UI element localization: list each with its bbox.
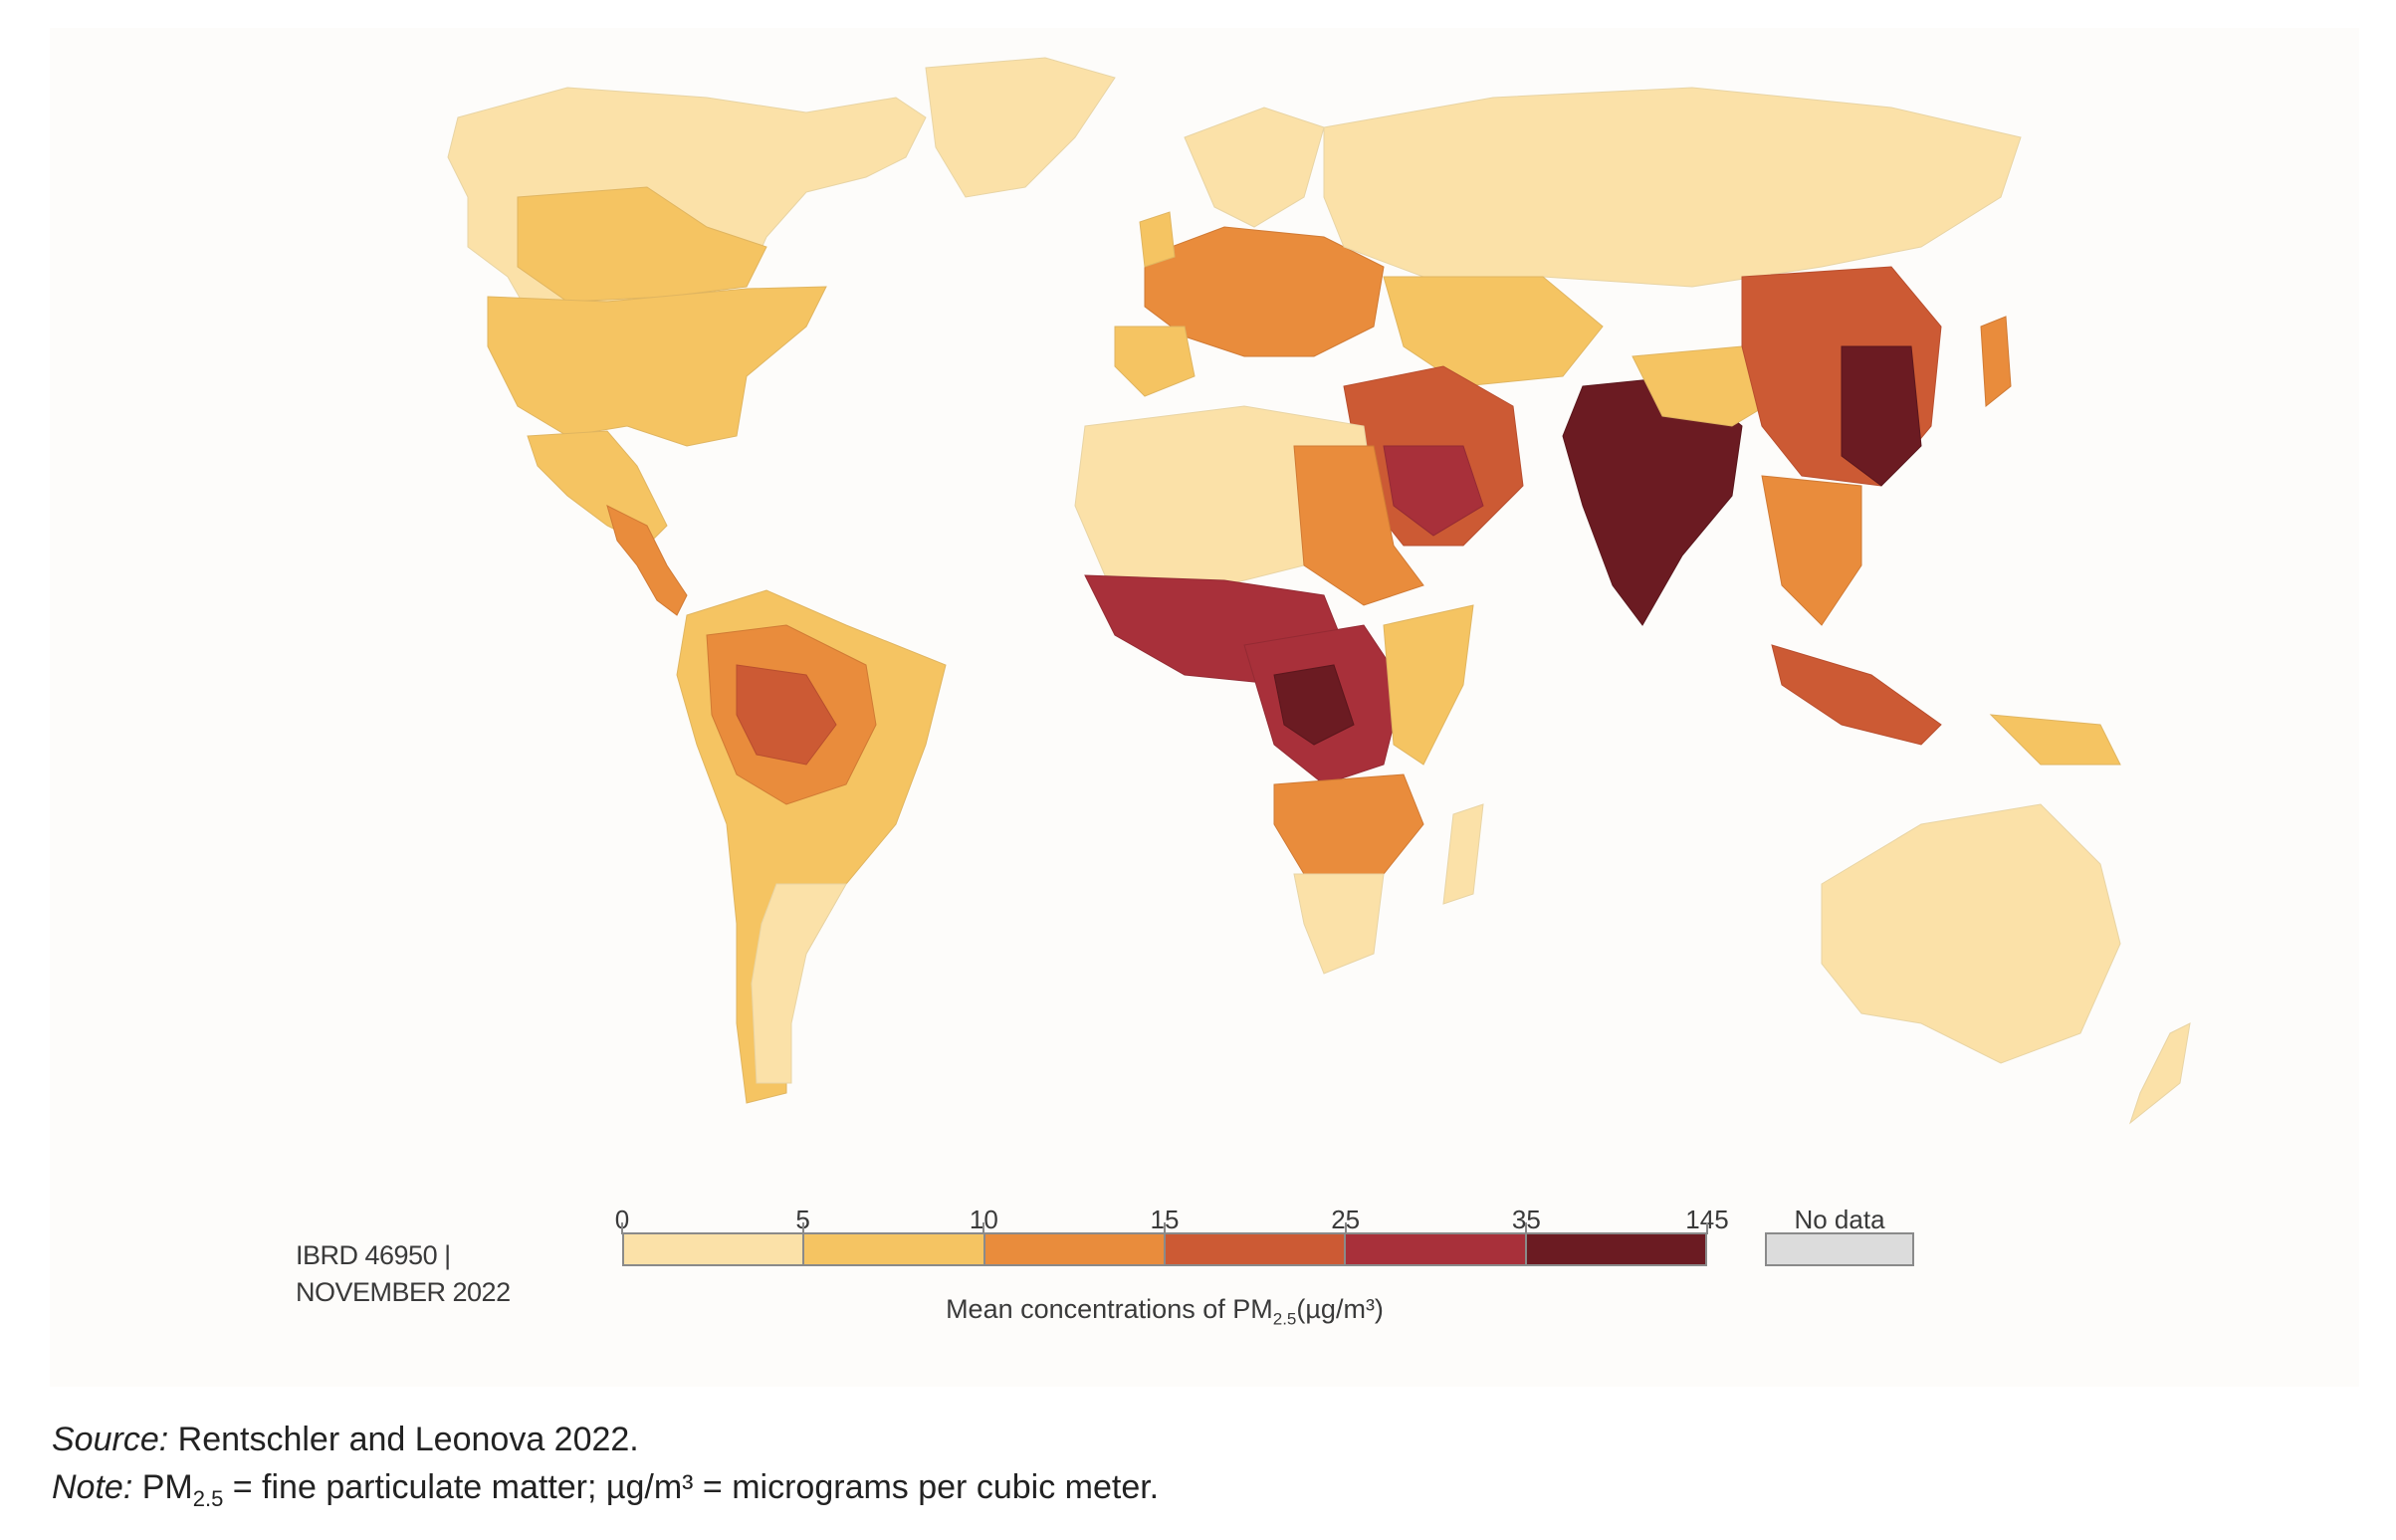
legend-tick-label: 5: [795, 1205, 810, 1234]
map-id-number: IBRD 46950 |: [296, 1240, 451, 1270]
oceania: [1821, 714, 2191, 1125]
greenland: [925, 57, 1116, 198]
legend-tick-mark: [1344, 1222, 1347, 1234]
arabia-core: [1383, 445, 1484, 537]
indonesia: [1771, 644, 1942, 746]
legend-tick-mark: [621, 1222, 623, 1234]
legend-tick-mark: [982, 1222, 985, 1234]
legend-swatch-3: [1165, 1234, 1347, 1264]
legend-color-bar: [622, 1232, 1707, 1266]
legend-swatch-2: [984, 1234, 1166, 1264]
note-text: = fine particulate matter; µg/m³ = micro…: [223, 1468, 1160, 1506]
legend-swatch-4: [1346, 1234, 1527, 1264]
map-identifier: IBRD 46950 | NOVEMBER 2022: [296, 1237, 511, 1311]
legend-no-data-label: No data: [1794, 1205, 1885, 1234]
legend-title-main: Mean concentrations of PM: [946, 1294, 1273, 1324]
tibet: [1632, 345, 1783, 427]
east-china: [1841, 345, 1922, 487]
asia: [1323, 87, 2022, 746]
map-panel: IBRD 46950 | NOVEMBER 2022: [50, 28, 2359, 1387]
europe-mainland: [1144, 226, 1385, 357]
scandinavia: [1184, 107, 1325, 228]
congo-basin: [1273, 664, 1355, 746]
map-id-date: NOVEMBER 2022: [296, 1277, 511, 1307]
source-label: Source:: [52, 1421, 169, 1458]
south-africa: [1293, 873, 1385, 975]
legend-swatch-5: [1526, 1234, 1705, 1264]
legend-title: Mean concentrations of PM2.5(µg/m³): [946, 1294, 1384, 1329]
note-line: Note: PM2.5 = fine particulate matter; µ…: [52, 1463, 1159, 1523]
note-pm-sub: 2.5: [192, 1485, 224, 1511]
world-map: [447, 57, 2191, 1125]
europe: [1114, 107, 1385, 397]
legend-tick-mark: [1525, 1222, 1528, 1234]
central-america: [606, 505, 688, 616]
new-guinea: [1989, 714, 2121, 766]
central-asia: [1383, 276, 1604, 387]
southern-cone: [751, 883, 847, 1084]
australia: [1821, 803, 2121, 1064]
south-america: [676, 589, 947, 1104]
africa: [1074, 405, 1484, 975]
legend-tick-label: 0: [614, 1205, 630, 1234]
russia: [1323, 87, 2022, 288]
legend-tick-mark: [1706, 1222, 1708, 1234]
legend-title-unit: (µg/m³): [1296, 1294, 1384, 1324]
legend-no-data-swatch: [1765, 1232, 1914, 1266]
british-isles: [1139, 211, 1176, 268]
japan: [1980, 316, 2012, 407]
legend-title-sub: 2.5: [1272, 1309, 1297, 1329]
legend-tick-mark: [1164, 1222, 1166, 1234]
usa: [487, 286, 827, 447]
canada-east: [517, 186, 767, 303]
note-label: Note:: [52, 1468, 133, 1506]
southeast-asia: [1761, 475, 1862, 626]
madagascar: [1442, 803, 1484, 905]
legend-swatch-0: [624, 1234, 805, 1264]
legend-swatch-1: [804, 1234, 985, 1264]
figure-caption: Source: Rentschler and Leonova 2022. Not…: [52, 1416, 1159, 1523]
north-america: [447, 57, 1116, 616]
amazon-core: [736, 664, 837, 766]
legend-tick-mark: [801, 1222, 804, 1234]
east-africa: [1383, 604, 1474, 766]
note-pm: PM: [132, 1468, 193, 1506]
iberia: [1114, 326, 1196, 397]
egypt-sudan: [1293, 445, 1424, 606]
new-zealand: [2128, 1022, 2191, 1125]
source-line: Source: Rentschler and Leonova 2022.: [52, 1416, 1159, 1463]
source-text: Rentschler and Leonova 2022.: [168, 1421, 639, 1458]
southern-africa: [1273, 773, 1424, 875]
